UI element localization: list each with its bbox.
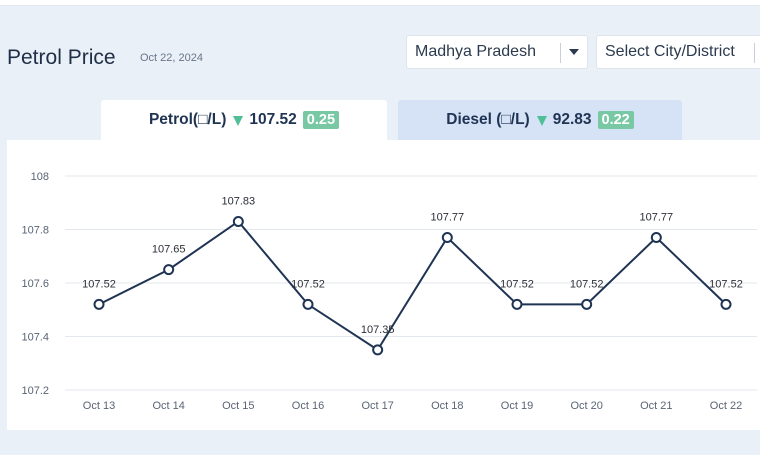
- city-select-placeholder: Select City/District: [605, 43, 735, 60]
- city-select[interactable]: Select City/District: [596, 35, 760, 69]
- data-label: 107.52: [82, 278, 116, 290]
- x-tick-label: Oct 20: [570, 400, 602, 412]
- y-tick-label: 107.6: [21, 278, 49, 290]
- petrol-price: 107.52: [249, 111, 297, 128]
- data-label: 107.52: [291, 278, 325, 290]
- data-point: [163, 264, 175, 276]
- x-tick-label: Oct 17: [361, 400, 393, 412]
- data-label: 107.52: [500, 278, 534, 290]
- data-label: 107.52: [570, 278, 604, 290]
- diesel-change-badge: 0.22: [597, 111, 634, 129]
- price-header: Petrol Price Oct 22, 2024 Madhya Pradesh…: [0, 18, 760, 98]
- diesel-price: 92.83: [552, 111, 592, 128]
- bottom-strip: [0, 430, 760, 455]
- x-tick-label: Oct 13: [83, 400, 115, 412]
- x-tick-label: Oct 15: [222, 400, 254, 412]
- select-separator: [754, 43, 755, 63]
- price-down-icon: [233, 116, 244, 126]
- x-tick-label: Oct 18: [431, 400, 463, 412]
- y-tick-label: 107.2: [21, 385, 49, 397]
- data-label: 107.83: [222, 195, 256, 207]
- data-label: 107.35: [361, 324, 395, 336]
- tab-diesel-label: Diesel (□/L): [446, 111, 530, 128]
- page-title: Petrol Price: [7, 46, 116, 69]
- y-tick-label: 108: [31, 171, 49, 183]
- data-point: [441, 232, 453, 244]
- state-select[interactable]: Madhya Pradesh: [406, 35, 588, 69]
- data-point: [650, 232, 662, 244]
- chevron-down-icon[interactable]: [569, 49, 579, 55]
- data-label: 107.77: [640, 212, 674, 224]
- price-date: Oct 22, 2024: [140, 52, 203, 64]
- data-label: 107.52: [709, 278, 743, 290]
- data-label: 107.77: [431, 212, 465, 224]
- x-tick-label: Oct 14: [152, 400, 184, 412]
- tab-petrol-label: Petrol(□/L): [148, 111, 227, 128]
- series-line: [98, 220, 727, 352]
- x-tick-label: Oct 16: [292, 400, 324, 412]
- select-separator: [560, 43, 561, 63]
- data-point: [93, 298, 105, 310]
- tab-diesel[interactable]: Diesel (□/L) 92.83 0.22: [398, 100, 682, 140]
- data-point: [511, 298, 523, 310]
- tab-petrol[interactable]: Petrol(□/L) 107.52 0.25: [101, 100, 387, 140]
- top-strip: [0, 0, 760, 6]
- chart-panel: [7, 140, 760, 430]
- state-select-value: Madhya Pradesh: [415, 43, 536, 60]
- data-point: [720, 298, 732, 310]
- price-down-icon: [536, 116, 547, 126]
- data-point: [372, 344, 384, 356]
- y-tick-label: 107.4: [21, 332, 49, 344]
- x-tick-label: Oct 22: [710, 400, 742, 412]
- data-point: [302, 298, 314, 310]
- data-label: 107.65: [152, 244, 186, 256]
- x-tick-label: Oct 21: [640, 400, 672, 412]
- price-line-chart: 107.2 107.4 107.6 107.8 108 Oct 13 Oct 14 Oct 1…: [21, 171, 757, 412]
- x-tick-label: Oct 19: [501, 400, 533, 412]
- petrol-change-badge: 0.25: [302, 111, 340, 129]
- data-point: [232, 215, 244, 227]
- data-point: [581, 298, 593, 310]
- y-tick-label: 107.8: [21, 225, 49, 237]
